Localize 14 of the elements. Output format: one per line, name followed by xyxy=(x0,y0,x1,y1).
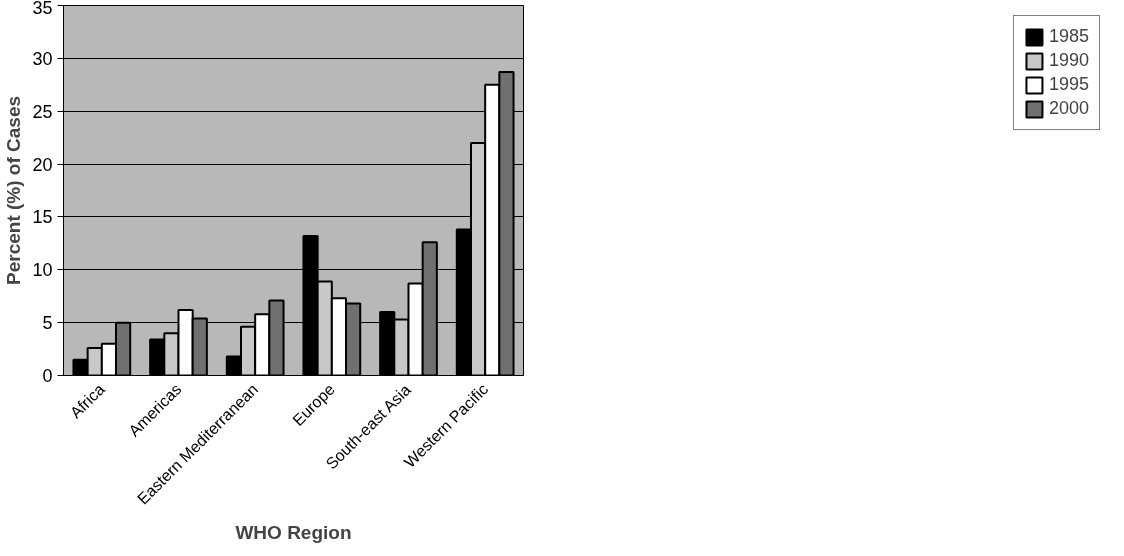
x-axis-title: WHO Region xyxy=(235,521,352,543)
y-tick-label: 20 xyxy=(32,154,53,175)
legend-label: 2000 xyxy=(1048,98,1089,119)
y-tick-label: 25 xyxy=(32,101,53,122)
y-axis-title: Percent (%) of Cases xyxy=(3,95,25,285)
legend-label: 1985 xyxy=(1048,26,1089,47)
legend-label: 1990 xyxy=(1048,50,1089,71)
y-tick-label: 0 xyxy=(42,366,53,386)
y-tick-label: 35 xyxy=(32,0,53,18)
legend-label: 1995 xyxy=(1048,74,1089,95)
y-tick-label: 10 xyxy=(32,260,53,281)
y-tick-label: 30 xyxy=(32,48,53,69)
y-tick-label: 15 xyxy=(32,207,53,228)
y-tick-label: 5 xyxy=(42,313,53,334)
